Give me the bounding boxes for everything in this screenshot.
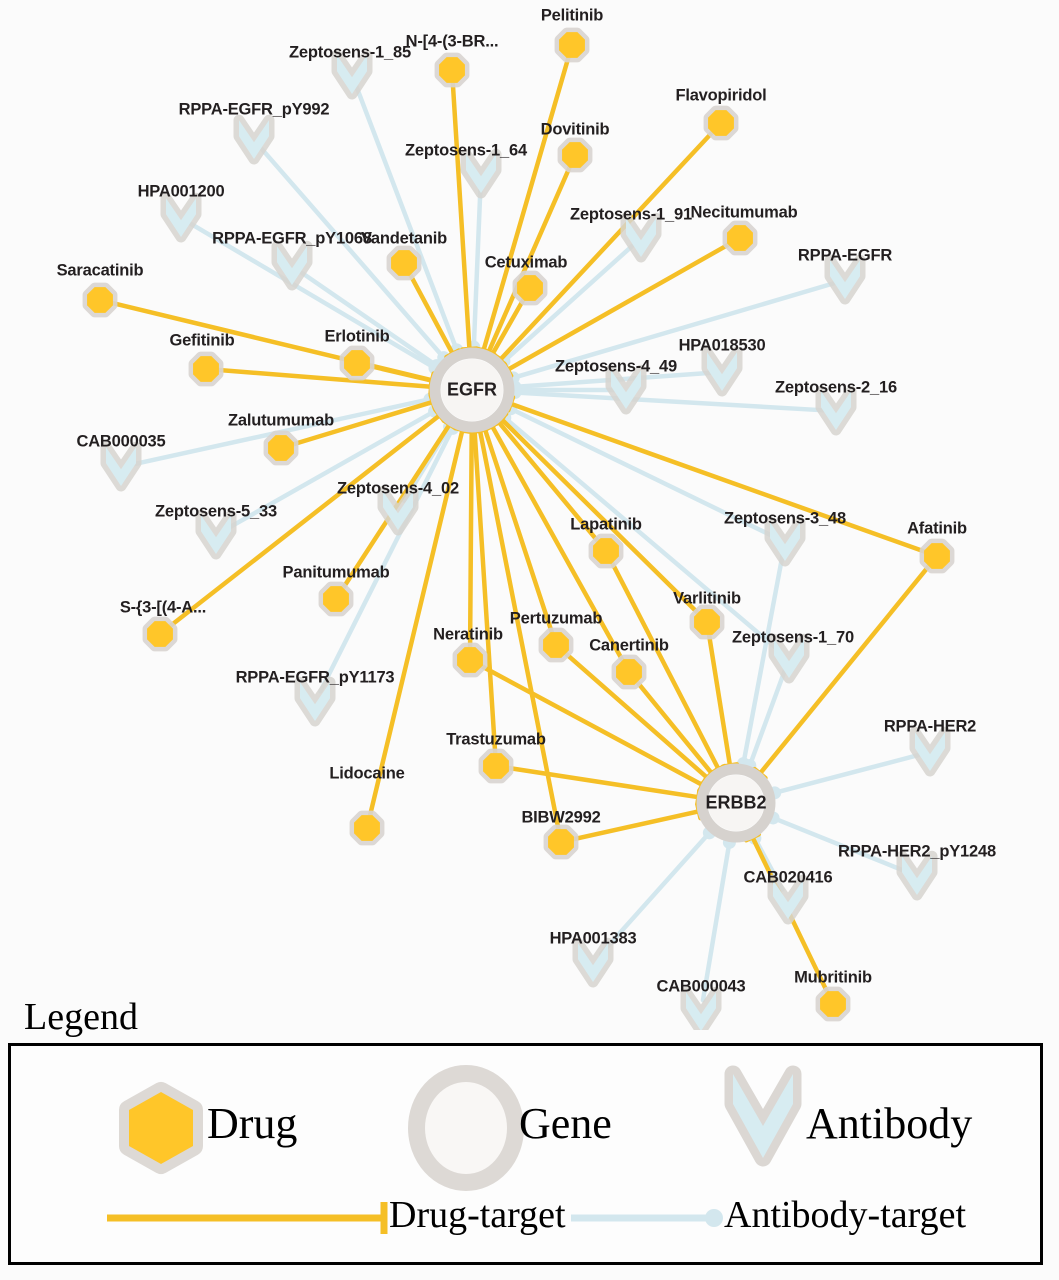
legend-label-antibody: Antibody xyxy=(806,1099,973,1148)
antibody-node[interactable] xyxy=(100,441,142,492)
drug-edge[interactable] xyxy=(450,80,479,352)
legend-title: Legend xyxy=(24,996,138,1038)
antibody-node[interactable] xyxy=(767,874,809,925)
antibody-node[interactable] xyxy=(815,385,857,436)
antibody-node[interactable] xyxy=(764,516,806,567)
drug-edge[interactable] xyxy=(501,242,731,379)
drug-node[interactable] xyxy=(349,810,385,846)
drug-node[interactable] xyxy=(434,52,470,88)
antibody-node[interactable] xyxy=(896,850,938,901)
legend-graphics xyxy=(107,1065,802,1234)
antibody-edge[interactable] xyxy=(700,835,736,1003)
antibody-node[interactable] xyxy=(909,726,951,777)
drug-node[interactable] xyxy=(318,581,354,617)
drug-node[interactable] xyxy=(722,220,758,256)
drug-node[interactable] xyxy=(478,748,514,784)
drug-node[interactable] xyxy=(703,105,739,141)
antibody-edge[interactable] xyxy=(768,752,921,800)
drug-node[interactable] xyxy=(554,27,590,63)
drug-node[interactable] xyxy=(919,538,955,574)
drug-node[interactable] xyxy=(142,616,178,652)
drug-edge[interactable] xyxy=(706,632,740,769)
drug-node[interactable] xyxy=(263,430,299,466)
antibody-node[interactable] xyxy=(768,633,810,684)
antibody-node-group xyxy=(100,49,951,1030)
drug-edge[interactable] xyxy=(494,411,700,616)
legend-gene-ring-icon xyxy=(408,1065,524,1191)
drug-edge[interactable] xyxy=(506,765,702,807)
drug-node[interactable] xyxy=(815,986,851,1022)
gene-label: EGFR xyxy=(446,379,498,400)
antibody-node[interactable] xyxy=(160,192,202,243)
drug-node-group xyxy=(82,27,955,1022)
antibody-node[interactable] xyxy=(680,986,722,1030)
antibody-node[interactable] xyxy=(620,212,662,263)
antibody-edge[interactable] xyxy=(598,826,716,957)
gene-node[interactable] xyxy=(696,763,776,843)
drug-edge[interactable] xyxy=(479,663,709,794)
legend-antibody-target-line xyxy=(571,1209,723,1227)
antibody-node[interactable] xyxy=(233,114,275,165)
drug-node[interactable] xyxy=(339,345,375,381)
drug-node[interactable] xyxy=(512,270,548,306)
drug-node[interactable] xyxy=(538,627,574,663)
drug-node[interactable] xyxy=(452,642,488,678)
gene-label: ERBB2 xyxy=(705,792,767,813)
drug-edge[interactable] xyxy=(479,164,573,358)
antibody-edge[interactable] xyxy=(766,811,909,874)
antibody-node[interactable] xyxy=(605,364,647,415)
antibody-node[interactable] xyxy=(271,240,313,291)
antibody-node[interactable] xyxy=(572,937,614,988)
legend-drug-octagon-icon xyxy=(119,1082,203,1174)
legend-label-drug: Drug xyxy=(207,1099,298,1148)
drug-node[interactable] xyxy=(82,282,118,318)
antibody-node[interactable] xyxy=(824,254,866,305)
antibody-node[interactable] xyxy=(460,148,502,199)
legend-antibody-chevron-icon xyxy=(724,1065,802,1167)
drug-node[interactable] xyxy=(543,824,579,860)
legend-drug-target-line xyxy=(107,1202,388,1234)
drug-node[interactable] xyxy=(611,654,647,690)
drug-node[interactable] xyxy=(588,533,624,569)
drug-node[interactable] xyxy=(188,351,224,387)
legend-label-gene: Gene xyxy=(519,1099,612,1148)
legend-box: Drug Gene Antibody Drug-target Antibody-… xyxy=(8,1043,1043,1265)
antibody-node[interactable] xyxy=(195,509,237,560)
drug-edge[interactable] xyxy=(634,679,720,781)
antibody-node[interactable] xyxy=(701,346,743,397)
network-canvas[interactable] xyxy=(0,0,1059,1030)
legend-label-antibody-target: Antibody-target xyxy=(724,1194,967,1236)
antibody-node[interactable] xyxy=(294,676,336,727)
drug-node[interactable] xyxy=(689,604,725,640)
gene-node[interactable] xyxy=(429,347,515,433)
legend-label-drug-target: Drug-target xyxy=(389,1194,566,1236)
drug-edge[interactable] xyxy=(571,802,703,842)
antibody-node[interactable] xyxy=(331,49,373,100)
antibody-node[interactable] xyxy=(377,485,419,536)
drug-node[interactable] xyxy=(386,245,422,281)
drug-node[interactable] xyxy=(557,137,593,173)
gene-node-group xyxy=(429,347,776,843)
